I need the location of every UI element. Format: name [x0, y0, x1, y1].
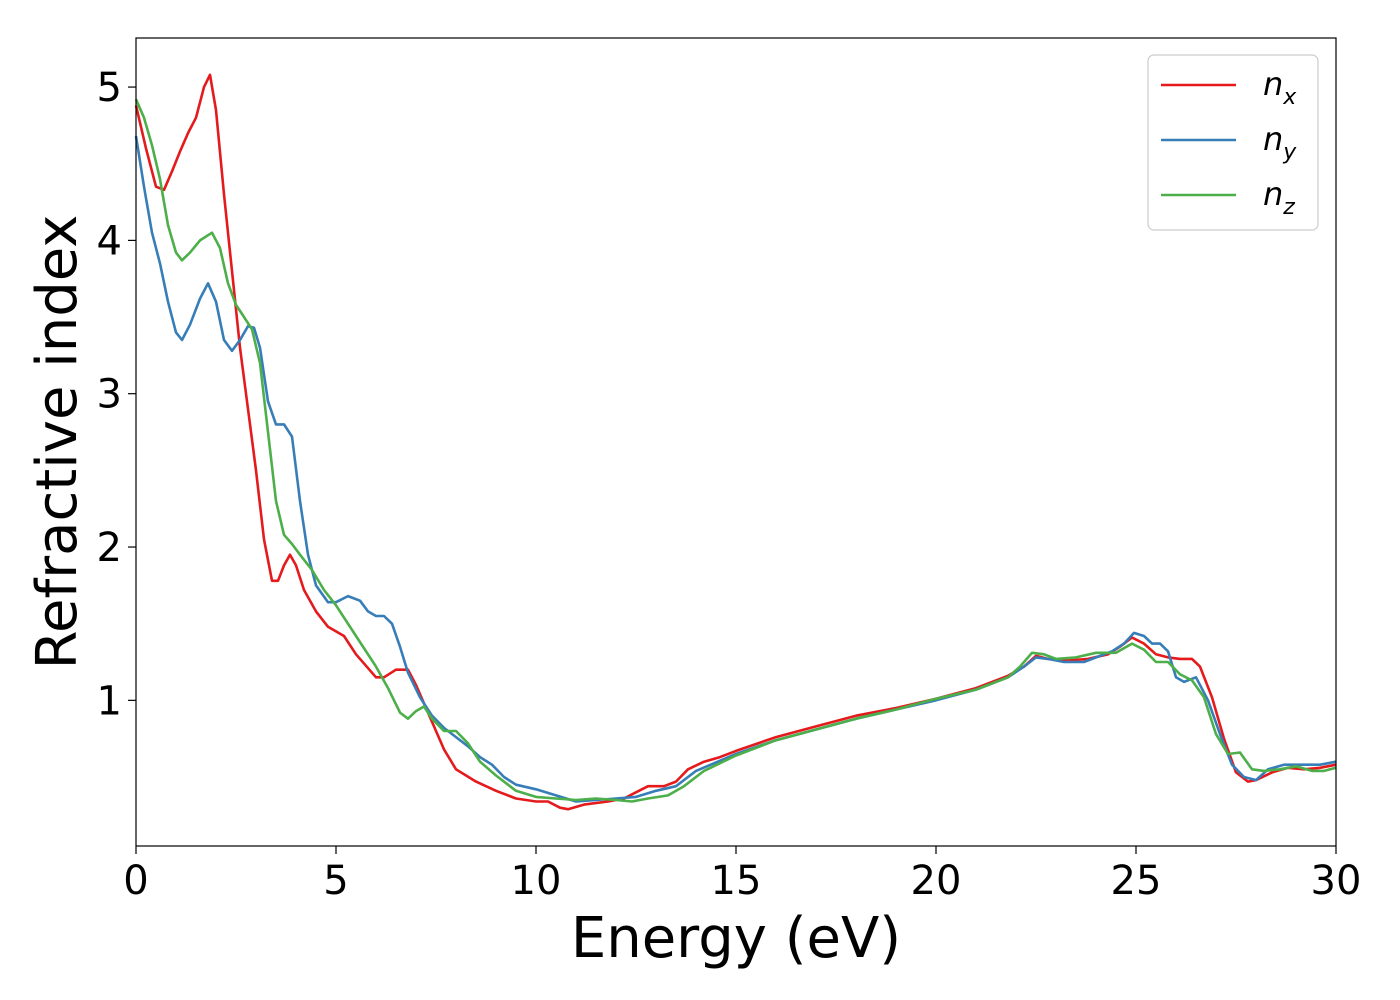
- series-line-n-x: [134, 73, 1337, 811]
- y-tick-label: 3: [97, 372, 122, 418]
- legend-label-n-y: ny: [1263, 120, 1297, 165]
- x-tick-label: 0: [123, 858, 148, 904]
- legend-label-n-x: nx: [1263, 65, 1297, 110]
- y-tick-label: 4: [97, 218, 122, 264]
- x-axis-ticks: 0 5 10 15 20 25 30: [123, 846, 1361, 904]
- legend-label-subscript: y: [1282, 140, 1297, 165]
- y-tick-label: 5: [97, 65, 122, 111]
- legend-label-subscript: x: [1282, 85, 1297, 110]
- x-tick-label: 5: [323, 858, 348, 904]
- series-line-n-z: [134, 98, 1337, 803]
- y-tick-label: 1: [97, 678, 122, 724]
- legend-label-base: n: [1263, 120, 1283, 158]
- legend-label-base: n: [1263, 175, 1283, 213]
- legend-label-subscript: z: [1282, 195, 1295, 220]
- x-tick-label: 10: [511, 858, 562, 904]
- y-axis-ticks: 1 2 3 4 5: [97, 65, 136, 724]
- legend-box: [1147, 54, 1319, 231]
- y-axis-title: Refractive index: [25, 215, 90, 670]
- x-tick-label: 25: [1111, 858, 1162, 904]
- legend-label-n-z: nz: [1263, 175, 1295, 220]
- series-layer: [134, 73, 1337, 811]
- x-axis-title: Energy (eV): [571, 906, 901, 971]
- y-tick-label: 2: [97, 525, 122, 571]
- x-tick-label: 30: [1311, 858, 1362, 904]
- legend-label-base: n: [1263, 65, 1283, 103]
- x-tick-label: 15: [711, 858, 762, 904]
- x-tick-label: 20: [911, 858, 962, 904]
